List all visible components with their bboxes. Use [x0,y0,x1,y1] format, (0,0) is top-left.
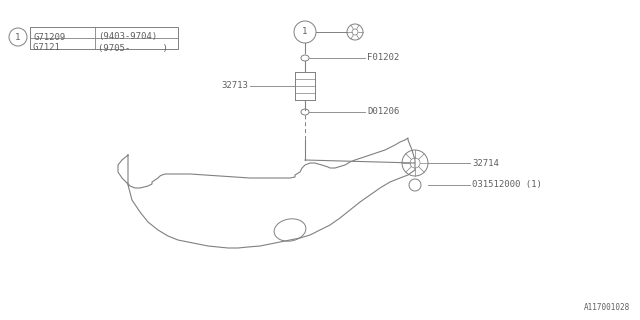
Text: F01202: F01202 [367,53,399,62]
Text: 1: 1 [15,33,20,42]
Text: (9403-9704): (9403-9704) [98,33,157,42]
Text: 32713: 32713 [221,82,248,91]
Text: G7121: G7121 [33,44,65,52]
Text: 031512000 (1): 031512000 (1) [472,180,542,189]
Text: 1: 1 [302,28,308,36]
Text: (9705-      ): (9705- ) [98,44,168,52]
Text: A117001028: A117001028 [584,303,630,312]
Bar [30,27,178,49]
Text: D01206: D01206 [367,108,399,116]
Text: 32714: 32714 [472,158,499,167]
Text: G71209: G71209 [33,33,65,42]
